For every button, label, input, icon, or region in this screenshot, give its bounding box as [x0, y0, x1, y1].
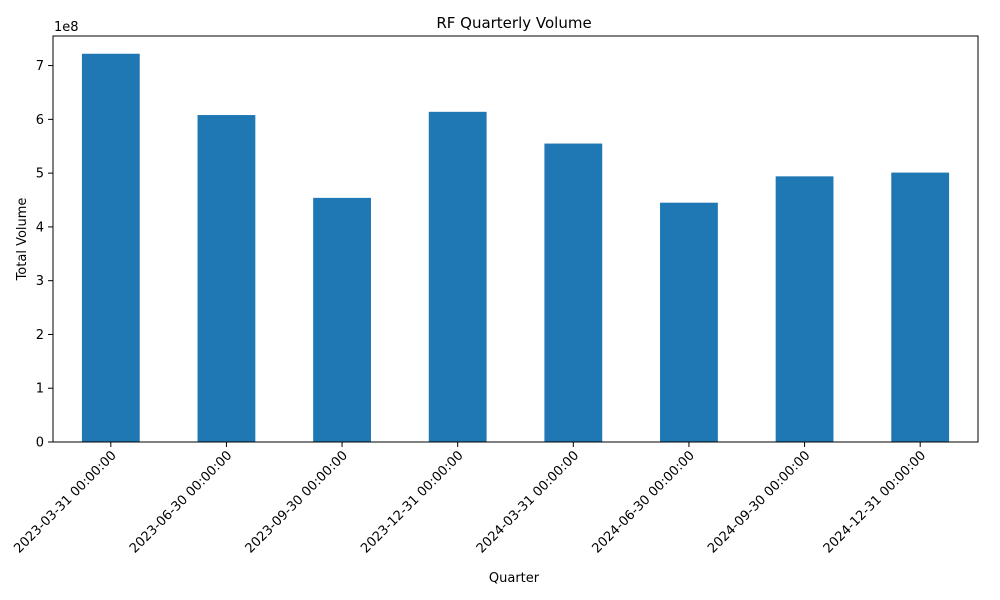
bar-4 — [428, 111, 487, 442]
y-tick-label: 6 — [36, 113, 44, 128]
y-tick-label: 5 — [36, 167, 44, 182]
y-axis-ticks: 0 1 2 3 4 5 6 7 — [36, 59, 53, 451]
bar-6 — [660, 202, 718, 442]
x-tick-label: 2024-03-31 00:00:00 — [474, 448, 582, 556]
bars-group — [81, 53, 950, 443]
x-tick-label: 2023-12-31 00:00:00 — [358, 448, 466, 556]
bar-1 — [81, 53, 140, 442]
y-tick-label: 2 — [36, 328, 44, 343]
bar-5 — [544, 143, 603, 443]
y-tick-label: 4 — [36, 220, 44, 235]
x-tick-label: 2023-09-30 00:00:00 — [243, 448, 351, 556]
y-tick-label: 7 — [36, 59, 44, 74]
x-tick-label: 2024-06-30 00:00:00 — [590, 448, 698, 556]
y-tick-label: 0 — [36, 436, 44, 451]
bar-7 — [775, 176, 834, 442]
chart-title: RF Quarterly Volume — [436, 14, 591, 32]
y-axis-label: Total Volume — [15, 198, 30, 282]
y-tick-label: 3 — [36, 274, 44, 289]
bar-3 — [313, 197, 371, 442]
x-tick-label: 2023-06-30 00:00:00 — [127, 448, 235, 556]
x-axis-label: Quarter — [489, 571, 540, 586]
x-tick-label: 2024-12-31 00:00:00 — [821, 448, 929, 556]
x-axis-ticks: 2023-03-31 00:00:00 2023-06-30 00:00:00 20… — [11, 442, 929, 556]
x-tick-label: 2023-03-31 00:00:00 — [11, 448, 119, 556]
bar-2 — [197, 115, 256, 443]
bar-8 — [891, 172, 950, 442]
y-axis-offset-label: 1e8 — [54, 20, 79, 35]
y-tick-label: 1 — [36, 382, 44, 397]
plot-area-frame — [52, 35, 979, 443]
x-tick-label: 2024-09-30 00:00:00 — [705, 448, 813, 556]
